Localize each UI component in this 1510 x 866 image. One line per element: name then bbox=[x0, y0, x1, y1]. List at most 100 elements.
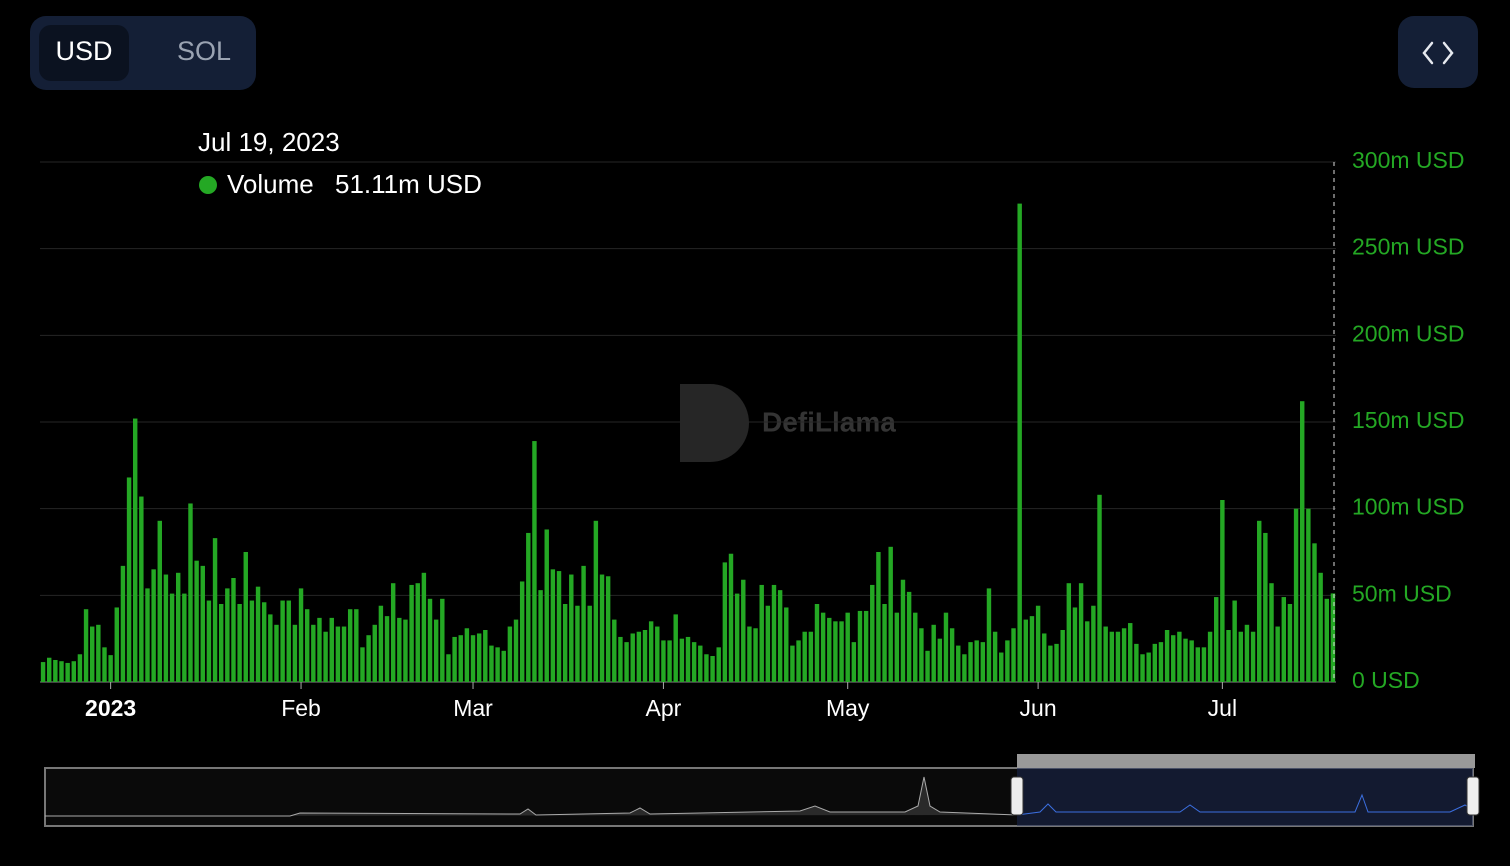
bar bbox=[728, 553, 734, 682]
bar bbox=[870, 584, 875, 682]
bar bbox=[255, 586, 261, 682]
bar bbox=[83, 609, 89, 682]
bar bbox=[857, 610, 863, 682]
bar bbox=[802, 631, 807, 682]
bar bbox=[71, 661, 76, 682]
bar bbox=[1115, 631, 1121, 682]
bar bbox=[108, 655, 113, 682]
bar bbox=[1109, 631, 1115, 682]
y-tick-label: 0 USD bbox=[1352, 667, 1420, 693]
bar bbox=[114, 607, 119, 682]
bar bbox=[808, 631, 814, 682]
bar bbox=[1183, 638, 1188, 682]
bar bbox=[1318, 572, 1323, 682]
bar bbox=[544, 529, 549, 682]
bar bbox=[569, 574, 574, 682]
bar bbox=[655, 626, 660, 682]
bar bbox=[532, 441, 537, 682]
bar bbox=[464, 628, 470, 682]
bar bbox=[1257, 520, 1262, 682]
bar bbox=[341, 626, 347, 682]
bar bbox=[237, 604, 242, 682]
bar bbox=[1263, 532, 1268, 682]
bar bbox=[1042, 633, 1047, 682]
bar bbox=[943, 612, 949, 682]
bar bbox=[200, 565, 205, 682]
bar bbox=[489, 645, 494, 682]
bar bbox=[1164, 630, 1170, 682]
bar bbox=[968, 642, 973, 682]
brush-overview-selected bbox=[1016, 793, 1474, 816]
bar bbox=[1244, 624, 1250, 682]
bar bbox=[784, 607, 789, 682]
bar bbox=[1066, 583, 1072, 682]
bar bbox=[894, 612, 900, 682]
bar bbox=[1060, 630, 1065, 682]
bar bbox=[618, 636, 623, 682]
bar bbox=[636, 631, 642, 682]
bar bbox=[53, 659, 58, 682]
brush-overview bbox=[45, 776, 1018, 817]
bar bbox=[513, 619, 519, 682]
bar bbox=[1103, 626, 1108, 682]
brush-handle[interactable] bbox=[1466, 776, 1480, 816]
bar bbox=[390, 583, 396, 682]
x-tick-label: May bbox=[826, 695, 870, 721]
toggle-option[interactable]: USD bbox=[55, 36, 112, 66]
bar bbox=[403, 619, 408, 682]
watermark: DefiLlama bbox=[680, 384, 896, 462]
bar bbox=[538, 590, 543, 682]
bar bbox=[575, 605, 580, 682]
bar bbox=[679, 638, 685, 682]
x-tick-label: Jun bbox=[1020, 695, 1057, 721]
bar bbox=[919, 628, 924, 682]
toggle-active-bg bbox=[39, 25, 129, 81]
bar bbox=[648, 621, 654, 682]
bar bbox=[667, 640, 672, 682]
embed-button[interactable] bbox=[1398, 16, 1478, 88]
bar bbox=[261, 602, 267, 682]
brush-selection bbox=[1017, 768, 1473, 826]
bar bbox=[1330, 593, 1336, 682]
bar bbox=[790, 645, 795, 682]
bar bbox=[937, 638, 943, 682]
bar bbox=[1158, 642, 1164, 682]
toggle-option[interactable]: SOL bbox=[177, 36, 231, 66]
bar bbox=[962, 654, 967, 682]
bar bbox=[550, 569, 556, 682]
bar bbox=[274, 624, 279, 682]
brush-handle[interactable] bbox=[1010, 776, 1024, 816]
bar bbox=[1072, 607, 1078, 682]
y-tick-label: 100m USD bbox=[1352, 494, 1464, 520]
bar bbox=[863, 610, 869, 682]
bar bbox=[974, 640, 979, 682]
bar bbox=[986, 588, 992, 682]
bar bbox=[292, 624, 298, 682]
bar bbox=[661, 640, 666, 682]
bar bbox=[225, 588, 230, 682]
bar bbox=[1250, 631, 1256, 682]
bar bbox=[851, 642, 857, 682]
bar bbox=[206, 600, 212, 682]
bar bbox=[268, 614, 273, 682]
bar bbox=[169, 593, 175, 682]
bar bbox=[1121, 628, 1127, 682]
bar bbox=[1201, 647, 1207, 682]
bar bbox=[483, 630, 488, 682]
brush-drag-bar[interactable] bbox=[1017, 754, 1475, 768]
bar bbox=[102, 647, 107, 682]
bar bbox=[1207, 631, 1213, 682]
y-tick-label: 300m USD bbox=[1352, 147, 1464, 173]
y-tick-label: 50m USD bbox=[1352, 580, 1452, 606]
bar bbox=[1269, 583, 1274, 682]
brush[interactable] bbox=[44, 754, 1480, 827]
bar bbox=[1214, 597, 1219, 682]
bar bbox=[734, 593, 740, 682]
bar bbox=[906, 591, 912, 682]
bar bbox=[59, 661, 64, 682]
bar bbox=[931, 624, 936, 682]
bar bbox=[1293, 508, 1299, 682]
bar bbox=[587, 605, 592, 682]
bar bbox=[421, 572, 427, 682]
